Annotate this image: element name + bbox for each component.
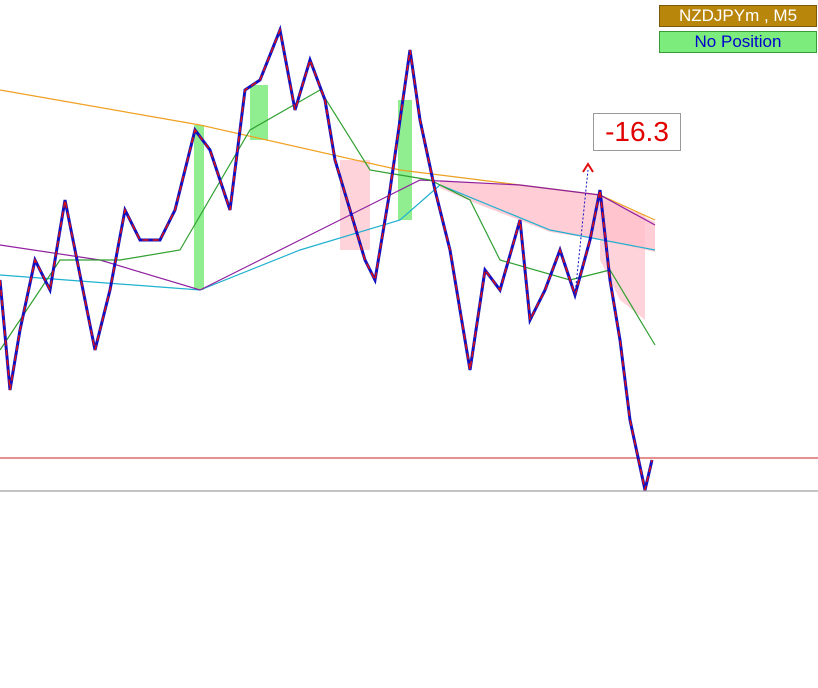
pips-label: -16.3 — [593, 113, 681, 151]
trade-arrow-head — [582, 162, 594, 173]
band-fill — [194, 125, 204, 290]
band-fill — [250, 85, 268, 140]
trade-arrow — [574, 169, 589, 296]
band-fill — [340, 160, 370, 250]
position-label: No Position — [659, 31, 817, 53]
moving-average — [0, 89, 656, 221]
price-path — [0, 27, 653, 491]
band-fill — [398, 100, 412, 220]
symbol-label: NZDJPYm , M5 — [659, 5, 817, 27]
moving-average — [0, 179, 656, 291]
band-fill — [600, 200, 645, 320]
